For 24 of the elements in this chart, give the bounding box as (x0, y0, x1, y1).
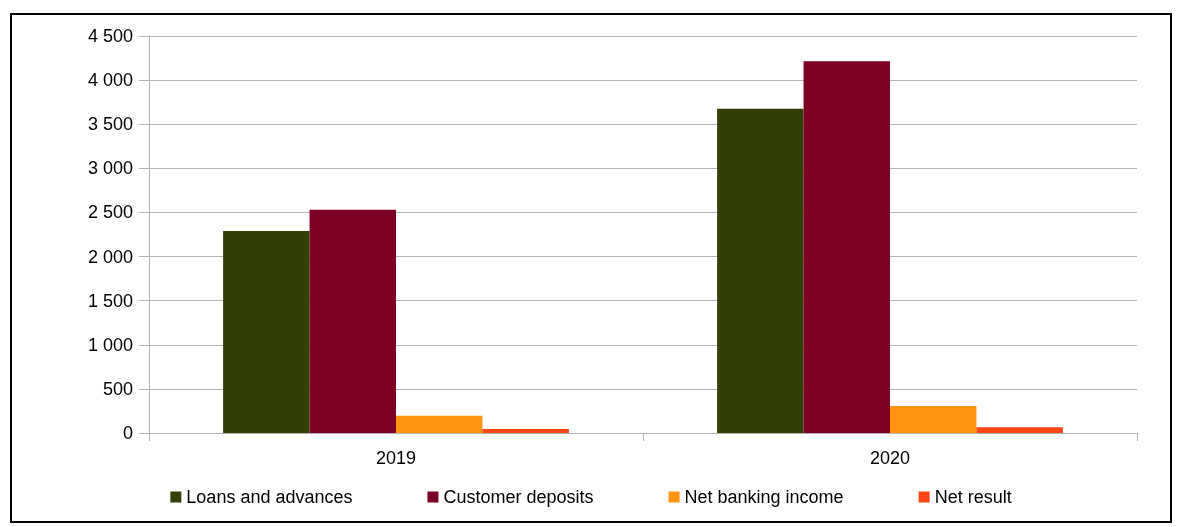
x-tick-label: 2020 (869, 448, 911, 468)
legend-label: Net result (934, 487, 1012, 507)
y-tick-label: 2 000 (87, 246, 133, 267)
y-tick-label: 3 000 (87, 158, 133, 179)
y-tick-label: 500 (102, 378, 133, 399)
legend-label: Customer deposits (443, 487, 594, 507)
y-tick-label: 4 500 (87, 26, 133, 46)
y-tick-label: 0 (122, 423, 133, 443)
y-tick-label: 1 500 (87, 290, 133, 311)
y-tick-label: 2 500 (87, 202, 133, 223)
bar (309, 209, 396, 433)
y-tick-label: 3 500 (87, 114, 133, 135)
bar (976, 427, 1063, 433)
bar (223, 230, 310, 433)
bar (482, 429, 569, 433)
bar (803, 61, 890, 433)
bar (396, 415, 483, 433)
bar (717, 108, 804, 433)
y-tick-label: 1 000 (87, 334, 133, 355)
y-tick-label: 4 000 (87, 70, 133, 91)
x-tick-label: 2019 (375, 448, 417, 468)
bar (890, 406, 977, 433)
legend-label: Loans and advances (186, 487, 353, 507)
legend-label: Net banking income (684, 487, 844, 507)
